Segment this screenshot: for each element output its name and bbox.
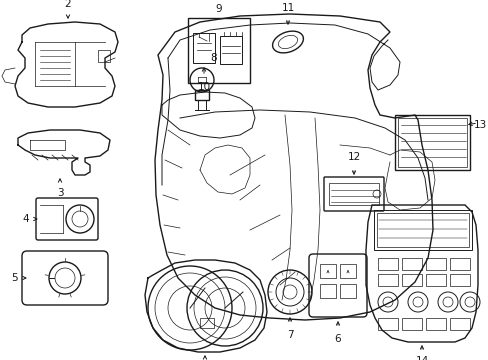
Bar xyxy=(328,183,378,205)
Bar xyxy=(425,318,445,330)
Bar xyxy=(394,115,469,170)
Bar xyxy=(376,213,468,247)
Bar xyxy=(425,274,445,286)
Text: 3: 3 xyxy=(57,188,63,198)
Bar xyxy=(339,284,355,298)
Bar xyxy=(397,118,466,167)
Text: 13: 13 xyxy=(473,120,486,130)
Text: 14: 14 xyxy=(414,356,428,360)
Text: 4: 4 xyxy=(22,214,29,224)
Text: 7: 7 xyxy=(286,330,293,340)
Bar xyxy=(425,258,445,270)
Bar xyxy=(377,258,397,270)
Bar xyxy=(401,274,421,286)
Text: 2: 2 xyxy=(64,0,71,9)
Text: 6: 6 xyxy=(334,334,341,344)
Text: 8: 8 xyxy=(209,53,216,63)
Bar xyxy=(98,50,110,62)
Text: 12: 12 xyxy=(346,152,360,162)
Bar xyxy=(449,258,469,270)
Bar xyxy=(377,318,397,330)
Text: 10: 10 xyxy=(197,82,210,92)
Bar xyxy=(187,18,249,83)
Bar xyxy=(377,274,397,286)
Bar xyxy=(373,210,471,250)
Bar xyxy=(200,318,214,328)
Bar xyxy=(195,90,208,100)
Text: 9: 9 xyxy=(215,4,222,14)
Bar xyxy=(319,264,335,278)
Bar xyxy=(449,318,469,330)
Bar xyxy=(401,318,421,330)
Text: 11: 11 xyxy=(281,3,294,13)
Bar xyxy=(401,258,421,270)
Bar xyxy=(319,284,335,298)
Bar xyxy=(339,264,355,278)
Bar xyxy=(449,274,469,286)
Text: 5: 5 xyxy=(11,273,18,283)
